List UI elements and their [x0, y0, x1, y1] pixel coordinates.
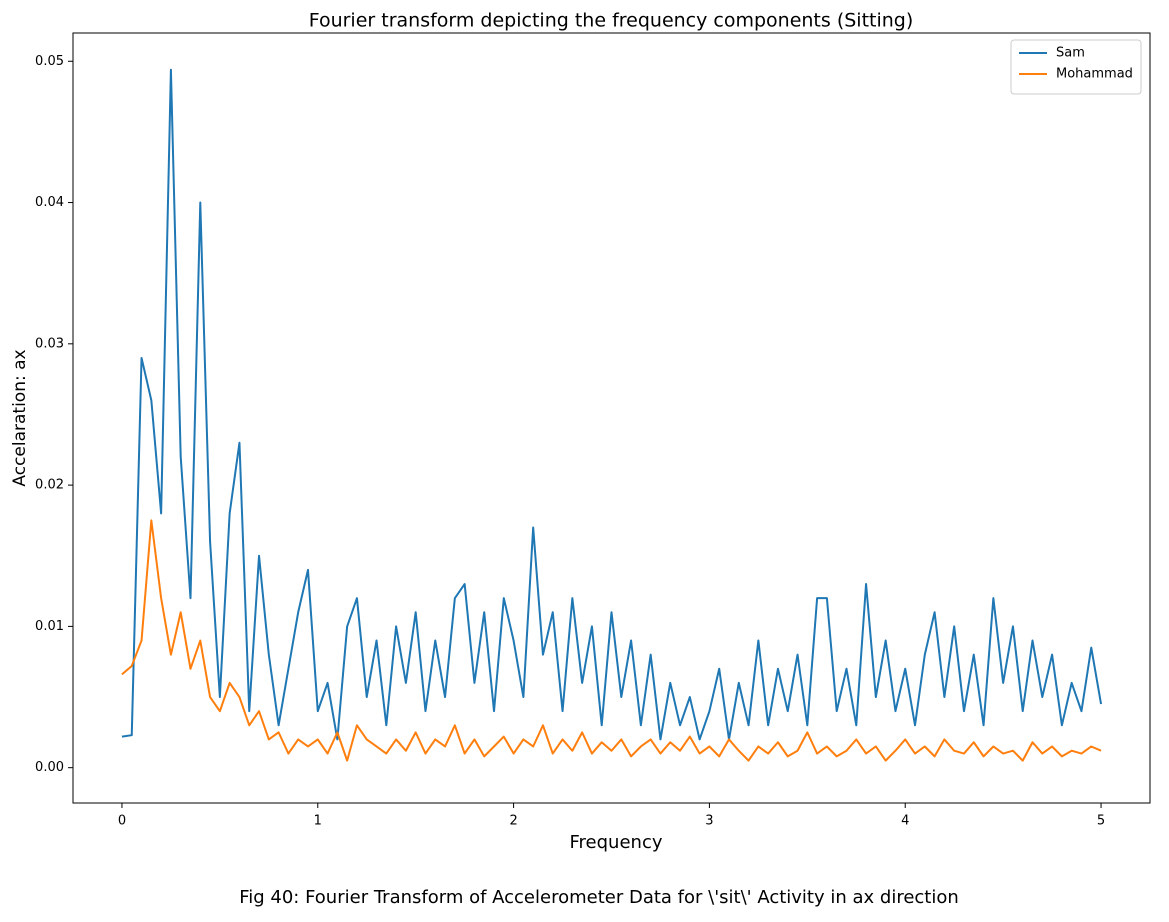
y-tick-label: 0.04 — [35, 195, 64, 210]
line-series — [121, 68, 1103, 741]
x-axis-label: Frequency — [570, 832, 663, 853]
y-tick-label: 0.03 — [35, 336, 64, 351]
chart-title: Fourier transform depicting the frequenc… — [309, 10, 914, 32]
legend-label: Sam — [1056, 46, 1085, 61]
plot-area: 0 1 2 3 4 5 0.00 0.01 0.02 0.03 0.04 0.05 Sam Mohamma… — [35, 32, 1151, 829]
plot-frame — [72, 32, 1151, 804]
x-tick-label: 1 — [314, 814, 322, 829]
legend-label: Mohammad — [1056, 67, 1133, 82]
caption: Fig 40: Fourier Transform of Acceleromet… — [239, 887, 959, 908]
y-axis-label: Accelaration: ax — [10, 349, 30, 486]
x-tick-label: 0 — [118, 814, 126, 829]
y-tick-label: 0.02 — [35, 478, 64, 493]
x-tick-label: 3 — [705, 814, 713, 829]
x-tick-label: 4 — [901, 814, 909, 829]
x-tick-label: 2 — [509, 814, 517, 829]
y-tick-label: 0.05 — [35, 54, 64, 69]
legend: Sam Mohammad — [1010, 39, 1142, 95]
y-tick-label: 0.01 — [35, 619, 64, 634]
line-series — [121, 519, 1102, 762]
y-tick-label: 0.00 — [35, 760, 64, 775]
x-tick-label: 5 — [1097, 814, 1105, 829]
